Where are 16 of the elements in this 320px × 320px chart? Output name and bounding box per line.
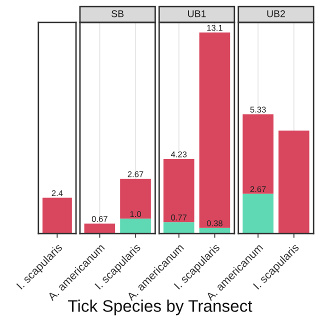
data-label: 0.77 — [171, 214, 187, 220]
data-label: 2.4 — [52, 190, 63, 196]
data-label: 0.67 — [92, 216, 108, 222]
data-label: 13.1 — [207, 24, 222, 31]
chart-title: SB — [112, 10, 124, 18]
data-label: 2.67 — [128, 171, 144, 178]
x-axis-title: Tick Species by Transect — [68, 300, 252, 316]
data-label: 0.38 — [206, 220, 222, 226]
bar — [163, 158, 194, 222]
data-label: 5.33 — [250, 106, 266, 113]
chart-title: UB2 — [267, 10, 285, 18]
data-label: 2.67 — [250, 186, 266, 192]
data-label: 4.23 — [170, 151, 187, 158]
data-label: 1.0 — [130, 211, 141, 218]
chart-title: UB1 — [188, 10, 206, 18]
bar — [163, 222, 194, 234]
